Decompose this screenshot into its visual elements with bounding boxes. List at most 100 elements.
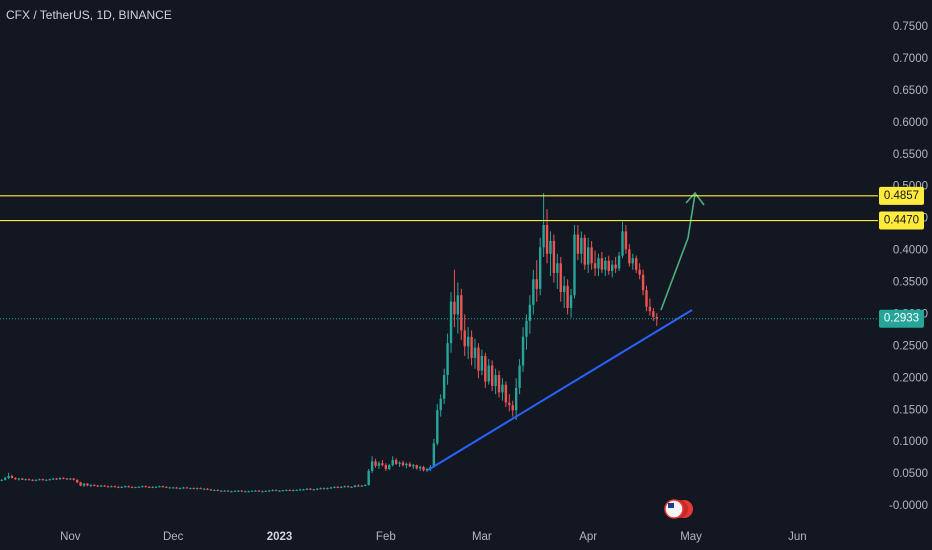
candle-body <box>69 478 72 480</box>
candle-body <box>326 488 329 490</box>
candle-body <box>377 463 381 466</box>
y-tick-label: 0.4000 <box>893 245 928 257</box>
candle-body <box>583 237 586 265</box>
candle-body <box>357 485 360 487</box>
candle-body <box>220 490 223 492</box>
candle-body <box>151 486 154 488</box>
candle-body <box>171 487 175 489</box>
candle-body <box>17 478 21 480</box>
candle-body <box>463 330 466 347</box>
candle-body <box>117 486 120 488</box>
candle-body <box>436 410 439 444</box>
candle-body <box>528 304 532 321</box>
candle-body <box>449 301 453 344</box>
candle-body <box>223 490 226 492</box>
candle-body <box>586 247 590 265</box>
candle-body <box>374 461 377 466</box>
y-tick-label: 0.6500 <box>893 85 928 97</box>
candle-body <box>134 486 137 488</box>
candle-body <box>580 237 583 254</box>
candle-body <box>607 260 610 271</box>
candle-body <box>648 306 652 312</box>
candle-body <box>470 336 473 358</box>
candle-body <box>597 258 600 269</box>
candle-body <box>556 263 559 273</box>
candle-body <box>497 375 501 393</box>
candle-body <box>590 247 593 264</box>
candle-body <box>439 398 442 411</box>
y-tick-label: 0.5500 <box>893 149 928 161</box>
price-tag <box>879 186 924 205</box>
y-tick-label: 0.1000 <box>893 436 928 448</box>
candle-body <box>525 320 528 337</box>
candle-body <box>624 231 628 250</box>
candle-body <box>329 487 333 489</box>
candle-body <box>504 384 508 403</box>
candle-body <box>281 490 285 492</box>
price-tag-label: 0.2933 <box>884 313 919 325</box>
candle-body <box>381 463 384 466</box>
candle-body <box>477 347 480 371</box>
candle-body <box>158 486 161 488</box>
candle-body <box>316 488 319 490</box>
candle-body <box>123 486 127 488</box>
candle-body <box>178 488 182 490</box>
candle-body <box>45 479 48 481</box>
candle-body <box>514 387 518 411</box>
candle-body <box>535 279 538 289</box>
candle-body <box>89 484 93 486</box>
candle-body <box>41 479 45 481</box>
candle-body <box>432 443 436 468</box>
candle-body <box>165 486 168 488</box>
candle-body <box>336 486 340 488</box>
candle-body <box>566 285 569 309</box>
candle-body <box>72 478 75 480</box>
candle-body <box>137 486 141 488</box>
candle-body <box>0 479 3 481</box>
plot-area <box>0 193 658 493</box>
candle-body <box>65 478 69 480</box>
candle-body <box>638 269 641 275</box>
candle-body <box>182 487 185 489</box>
candle-body <box>213 490 216 492</box>
candle-body <box>7 476 10 478</box>
candle-body <box>484 355 487 382</box>
price-tag-label: 0.4470 <box>884 215 919 227</box>
candle-body <box>27 479 31 481</box>
candle-body <box>635 258 638 270</box>
candle-body <box>247 491 250 493</box>
candle-body <box>278 490 281 492</box>
candle-body <box>645 290 648 307</box>
candle-body <box>552 240 556 273</box>
candle-body <box>655 316 658 319</box>
candle-body <box>285 490 288 492</box>
candle-body <box>75 479 79 483</box>
candle-body <box>559 263 562 293</box>
candle-body <box>453 301 456 315</box>
x-tick-label: May <box>680 531 702 543</box>
price-tag <box>879 309 924 328</box>
y-tick-label: 0.7000 <box>893 53 928 65</box>
candle-body <box>394 460 398 464</box>
candle-body <box>147 486 151 488</box>
candle-body <box>99 485 103 487</box>
candle-body <box>93 484 96 486</box>
candle-body <box>631 258 634 264</box>
candle-body <box>141 486 144 488</box>
candle-body <box>384 465 388 469</box>
candle-body <box>79 482 82 486</box>
y-tick-label: 0.1500 <box>893 404 928 416</box>
candle-body <box>573 234 576 296</box>
candle-body <box>189 488 192 490</box>
candle-body <box>206 488 209 490</box>
x-tick-label: Apr <box>579 531 597 543</box>
candle-body <box>302 489 305 491</box>
candle-body <box>292 490 295 492</box>
candle-body <box>353 485 357 487</box>
candle-body <box>343 486 346 488</box>
candle-body <box>55 478 58 480</box>
candle-body <box>230 491 233 493</box>
candle-body <box>144 486 147 488</box>
candle-body <box>480 355 484 371</box>
candle-body <box>96 485 99 487</box>
